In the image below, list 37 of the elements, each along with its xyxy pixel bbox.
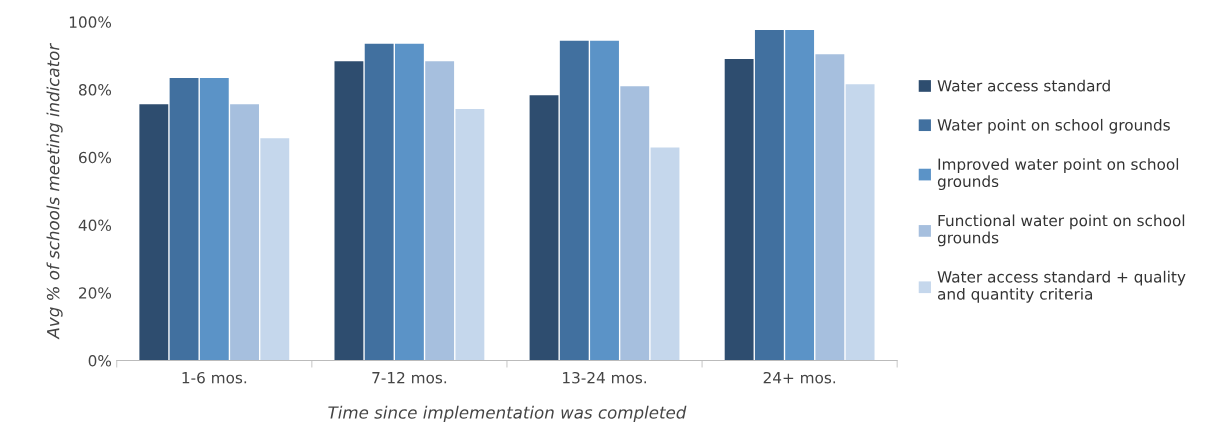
bar xyxy=(230,104,259,361)
bar xyxy=(785,29,815,361)
legend-label: Water point on school grounds xyxy=(937,118,1170,134)
legend-label: Functional water point on school grounds xyxy=(937,214,1185,247)
bar xyxy=(260,138,290,361)
bar xyxy=(529,95,559,361)
bar xyxy=(364,43,394,361)
bar xyxy=(620,86,650,361)
bar xyxy=(394,43,424,361)
y-tick-label: 80% xyxy=(78,84,112,96)
x-tick-label: 1-6 mos. xyxy=(182,371,247,384)
bar xyxy=(590,40,619,361)
legend-label: Water access standard xyxy=(937,79,1110,92)
y-tick-label: 100% xyxy=(69,16,112,28)
x-tick-label: 24+ mos. xyxy=(763,371,836,384)
bar xyxy=(845,84,875,361)
bar xyxy=(724,59,754,361)
bar xyxy=(169,78,199,361)
bar xyxy=(815,54,845,361)
bar xyxy=(455,108,485,361)
bar xyxy=(139,104,169,361)
x-tick-label: 7-12 mos. xyxy=(372,371,447,384)
y-tick-label: 20% xyxy=(79,287,112,299)
bar xyxy=(199,78,229,361)
y-tick-label: 60% xyxy=(79,151,112,164)
bar xyxy=(650,147,680,361)
legend-label: Improved water point on school grounds xyxy=(937,158,1179,191)
y-axis-title: Avg % of schools meeting indicator xyxy=(46,42,63,340)
bar xyxy=(754,29,784,361)
bar xyxy=(334,61,364,361)
x-tick-label: 13-24 mos. xyxy=(563,371,647,384)
y-tick-label: 40% xyxy=(78,219,112,232)
bar xyxy=(559,40,589,361)
y-tick-label: 0% xyxy=(88,354,112,367)
bar xyxy=(425,61,455,361)
legend-label: Water access standard + quality and quantity criteria xyxy=(937,270,1186,303)
x-axis-title: Time since implementation was completed xyxy=(328,405,687,422)
